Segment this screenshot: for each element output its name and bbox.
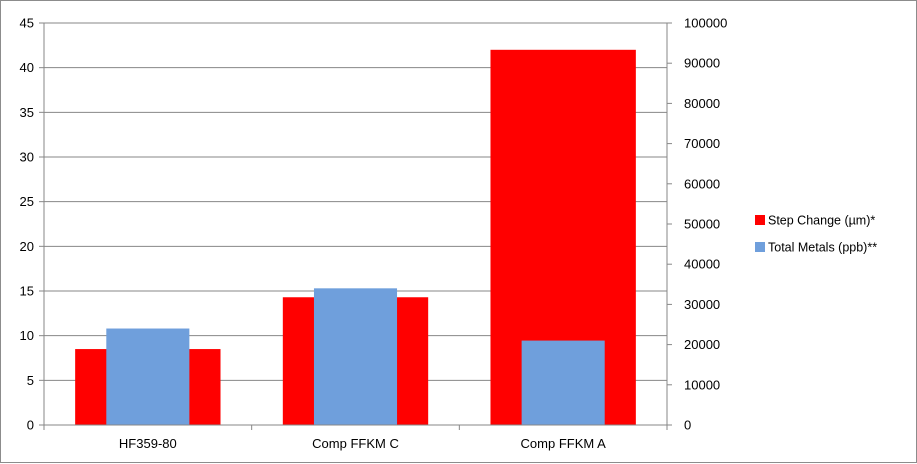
y-left-tick-label: 5 bbox=[27, 373, 34, 388]
bars bbox=[75, 49, 636, 426]
x-tick-label: HF359-80 bbox=[119, 436, 177, 451]
y-right-tick-label: 30000 bbox=[684, 297, 720, 312]
bar-total-metals bbox=[106, 328, 190, 425]
y-right-tick-label: 100000 bbox=[684, 16, 727, 31]
y-left-tick-label: 40 bbox=[20, 60, 34, 75]
y-right-tick-label: 90000 bbox=[684, 56, 720, 71]
y-left-tick-label: 45 bbox=[20, 16, 34, 31]
y-left-tick-label: 10 bbox=[20, 328, 34, 343]
y-right-tick-label: 80000 bbox=[684, 96, 720, 111]
legend-swatch bbox=[755, 242, 765, 252]
y-left-tick-label: 30 bbox=[20, 150, 34, 165]
y-right-tick-label: 50000 bbox=[684, 217, 720, 232]
x-tick-label: Comp FFKM C bbox=[312, 436, 399, 451]
y-left-tick-label: 0 bbox=[27, 418, 34, 433]
axes: 0 5 10 15 20 25 30 35 40 45 0 10000 20000 30000 40000 5… bbox=[20, 16, 728, 452]
y-right-tick-label: 40000 bbox=[684, 257, 720, 272]
legend: Step Change (µm)* Total Metals (ppb)** bbox=[755, 214, 877, 255]
y-right-tick-label: 70000 bbox=[684, 136, 720, 151]
y-right-tick-label: 20000 bbox=[684, 337, 720, 352]
x-tick-label: Comp FFKM A bbox=[521, 436, 607, 451]
bar-total-metals bbox=[521, 340, 605, 425]
y-right-tick-label: 0 bbox=[684, 418, 691, 433]
bar-total-metals bbox=[313, 288, 398, 425]
y-right-tick-label: 60000 bbox=[684, 176, 720, 191]
legend-label: Total Metals (ppb)** bbox=[768, 241, 877, 255]
y-right-tick-label: 10000 bbox=[684, 377, 720, 392]
y-left-tick-label: 15 bbox=[20, 284, 34, 299]
y-left-tick-label: 25 bbox=[20, 194, 34, 209]
legend-label: Step Change (µm)* bbox=[768, 214, 875, 228]
y-left-tick-label: 35 bbox=[20, 105, 34, 120]
y-left-tick-label: 20 bbox=[20, 239, 34, 254]
legend-swatch bbox=[755, 215, 765, 225]
